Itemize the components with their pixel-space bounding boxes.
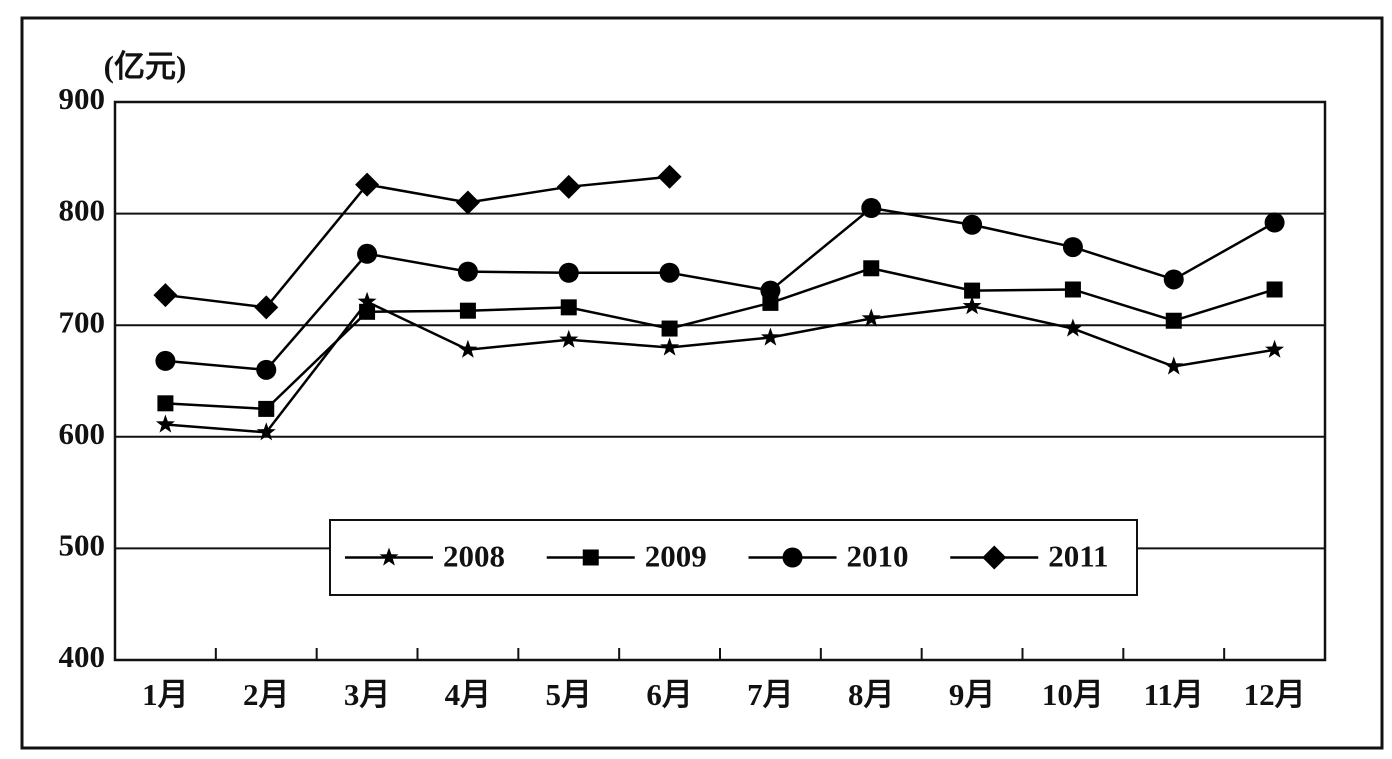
- marker-circle: [861, 198, 882, 219]
- marker-diamond: [153, 283, 178, 308]
- marker-square: [1266, 281, 1283, 298]
- marker-star: [660, 337, 680, 356]
- marker-star: [1063, 318, 1083, 337]
- marker-star: [1164, 356, 1184, 375]
- legend-marker: [982, 545, 1007, 570]
- marker-star: [357, 291, 377, 310]
- marker-star: [458, 339, 478, 358]
- marker-star: [861, 308, 881, 327]
- marker-star: [559, 329, 579, 348]
- y-tick-label: 400: [59, 639, 106, 674]
- marker-star: [155, 414, 175, 433]
- x-tick-label: 4月: [445, 677, 492, 712]
- y-tick-label: 500: [59, 528, 106, 563]
- marker-star: [760, 327, 780, 346]
- marker-circle: [1264, 212, 1285, 233]
- marker-circle: [457, 261, 478, 282]
- x-tick-label: 6月: [646, 677, 693, 712]
- x-tick-label: 11月: [1144, 677, 1204, 712]
- marker-square: [560, 299, 577, 316]
- legend-box: [329, 519, 1138, 596]
- legend-label: 2011: [1048, 539, 1108, 574]
- x-tick-label: 3月: [344, 677, 391, 712]
- legend-label: 2008: [443, 539, 505, 574]
- marker-square: [661, 320, 678, 337]
- x-tick-label: 5月: [546, 677, 593, 712]
- marker-circle: [357, 243, 378, 264]
- series-line: [165, 300, 1275, 434]
- marker-square: [964, 282, 981, 299]
- marker-square: [157, 395, 174, 412]
- outer-frame: [20, 16, 1384, 750]
- x-tick-label: 10月: [1042, 677, 1104, 712]
- y-tick-label: 600: [59, 416, 106, 451]
- marker-diamond: [254, 295, 279, 320]
- marker-diamond: [455, 190, 480, 215]
- marker-star: [962, 296, 982, 315]
- marker-circle: [1062, 237, 1083, 258]
- marker-circle: [962, 214, 983, 235]
- series-line: [165, 266, 1275, 411]
- y-tick-label: 900: [59, 81, 106, 116]
- marker-star: [1265, 339, 1285, 358]
- marker-square: [1064, 281, 1081, 298]
- marker-star: [256, 422, 276, 441]
- legend-label: 2010: [847, 539, 909, 574]
- marker-circle: [155, 350, 176, 371]
- marker-square: [863, 260, 880, 277]
- marker-square: [359, 303, 376, 320]
- marker-diamond: [657, 164, 682, 189]
- x-tick-label: 9月: [949, 677, 996, 712]
- y-tick-label: 800: [59, 193, 106, 228]
- marker-circle: [1163, 269, 1184, 290]
- marker-square: [258, 400, 275, 417]
- marker-circle: [558, 262, 579, 283]
- x-tick-label: 1月: [142, 677, 189, 712]
- x-tick-label: 8月: [848, 677, 895, 712]
- marker-circle: [659, 262, 680, 283]
- series-line: [165, 206, 1276, 372]
- legend-label: 2009: [645, 539, 707, 574]
- marker-square: [459, 302, 476, 319]
- y-axis-label: (亿元): [104, 49, 187, 84]
- legend-marker: [582, 549, 599, 566]
- legend-marker: [379, 547, 399, 566]
- x-tick-label: 7月: [747, 677, 794, 712]
- legend-marker: [782, 547, 803, 568]
- y-tick-label: 700: [59, 304, 106, 339]
- series-line: [165, 175, 670, 309]
- marker-square: [1165, 312, 1182, 329]
- x-tick-label: 2月: [243, 677, 290, 712]
- x-tick-label: 12月: [1244, 677, 1306, 712]
- marker-diamond: [556, 174, 581, 199]
- marker-circle: [760, 280, 781, 301]
- marker-circle: [256, 359, 277, 380]
- marker-diamond: [355, 172, 380, 197]
